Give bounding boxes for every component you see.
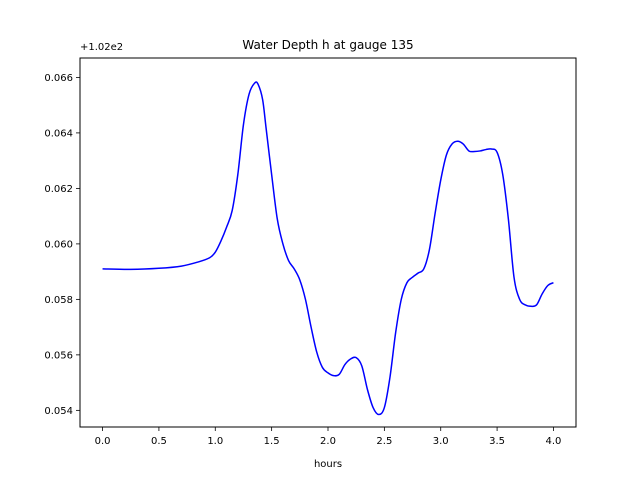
x-tick-label: 2.5 <box>376 436 392 447</box>
y-tick-label: 0.066 <box>44 73 73 84</box>
y-tick-label: 0.064 <box>44 128 73 139</box>
y-tick-label: 0.058 <box>44 295 73 306</box>
x-tick-label: 0.5 <box>151 436 167 447</box>
x-tick-label: 0.0 <box>95 436 111 447</box>
x-tick-label: 3.0 <box>433 436 449 447</box>
x-axis-label: hours <box>314 459 342 470</box>
x-tick-label: 2.0 <box>320 436 336 447</box>
x-tick-label: 1.5 <box>264 436 280 447</box>
x-tick-label: 4.0 <box>546 436 562 447</box>
y-tick-label: 0.054 <box>44 406 73 417</box>
y-offset-text: +1.02e2 <box>80 42 123 53</box>
x-axis: 0.0 0.5 1.0 1.5 2.0 2.5 3.0 3.5 4.0 <box>95 427 562 447</box>
chart-title: Water Depth h at gauge 135 <box>242 38 413 52</box>
plot-area <box>102 81 554 416</box>
y-tick-label: 0.060 <box>44 239 73 250</box>
y-tick-label: 0.062 <box>44 184 73 195</box>
series-line-0 <box>102 81 554 416</box>
y-tick-label: 0.056 <box>44 350 73 361</box>
y-axis: 0.054 0.056 0.058 0.060 0.062 0.064 0.066 <box>44 73 80 417</box>
x-tick-label: 3.5 <box>489 436 505 447</box>
x-tick-label: 1.0 <box>207 436 223 447</box>
